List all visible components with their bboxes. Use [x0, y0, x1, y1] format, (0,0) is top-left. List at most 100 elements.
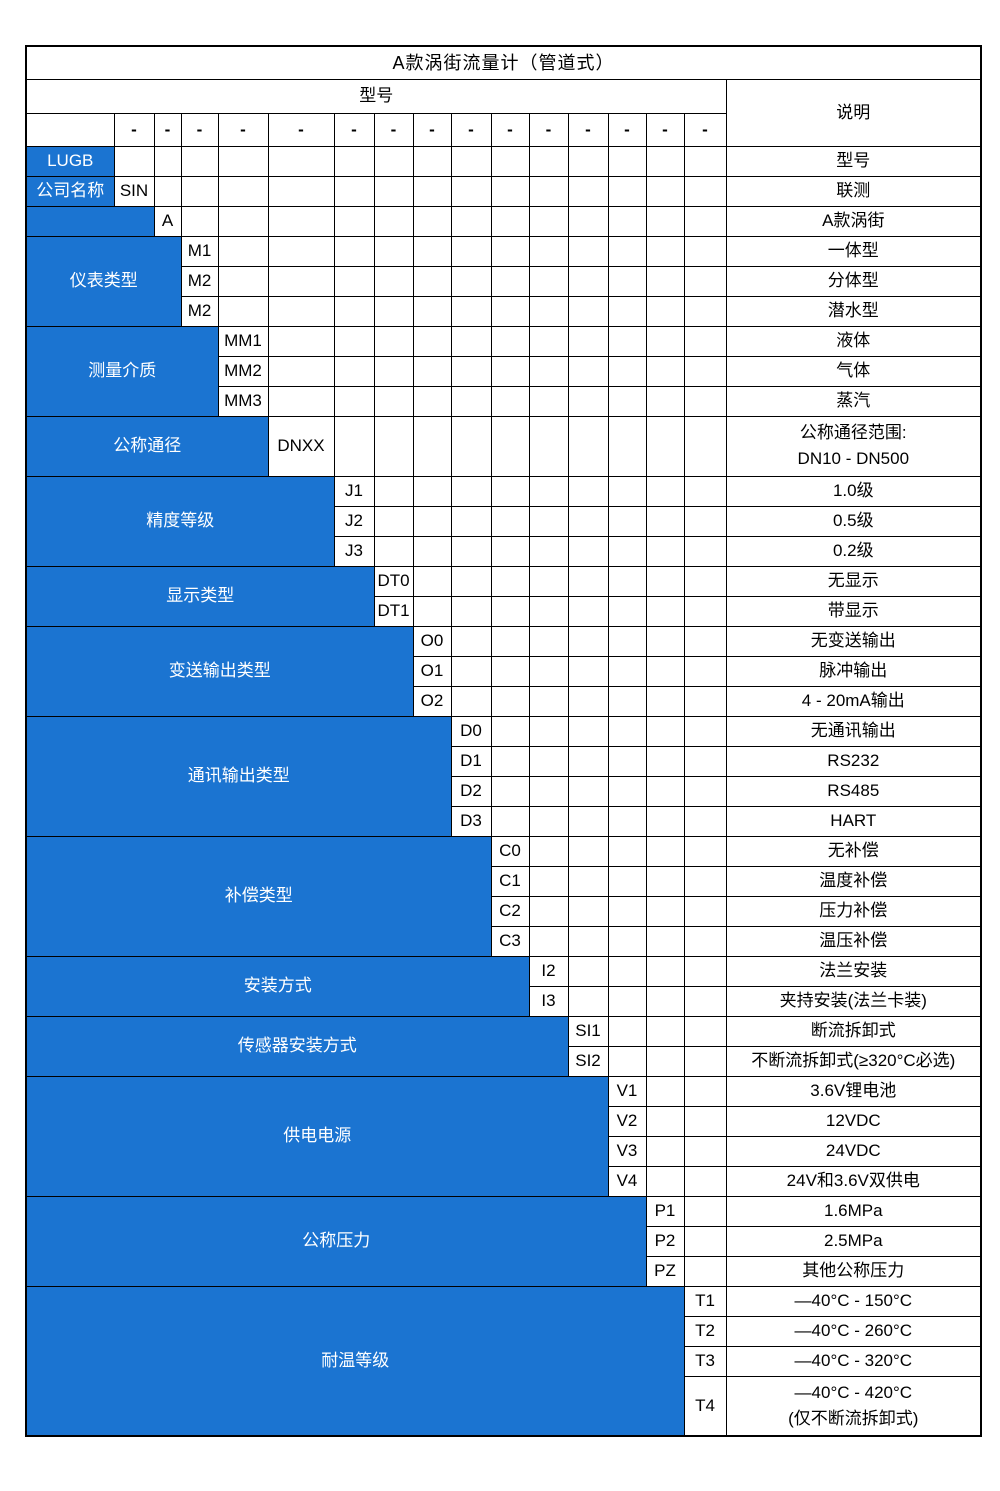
empty-cell [113, 145, 155, 177]
empty-cell [683, 595, 727, 627]
empty-cell [683, 205, 727, 237]
empty-cell [450, 145, 492, 177]
dash-separator: - [645, 112, 685, 147]
company-name-label: 公司名称 [25, 175, 115, 207]
empty-cell [607, 865, 647, 897]
row-p1: 公称压力 P1 1.6MPa [25, 1195, 982, 1287]
code-cell: D3 [450, 805, 492, 837]
empty-cell [607, 475, 647, 507]
row-t4: T4 —40°C - 420°C (仅不断流拆卸式) [26, 1375, 982, 1437]
empty-cell [528, 475, 569, 507]
empty-cell [528, 655, 569, 687]
empty-cell [528, 835, 569, 867]
code-cell: T2 [683, 1315, 727, 1347]
empty-cell [607, 715, 647, 747]
row-v3: V3 24VDC [26, 1135, 982, 1167]
empty-cell [217, 295, 269, 327]
empty-cell [683, 385, 727, 417]
desc-cell: —40°C - 150°C [725, 1285, 982, 1317]
empty-cell [528, 925, 569, 957]
empty-cell [267, 355, 335, 387]
empty-cell [607, 295, 647, 327]
empty-cell [683, 505, 727, 537]
empty-cell [153, 175, 182, 207]
empty-cell [450, 655, 492, 687]
dash-separator: - [373, 112, 414, 147]
empty-cell [490, 475, 530, 507]
code-cell: M2 [180, 295, 219, 327]
empty-cell [373, 145, 414, 177]
empty-cell [450, 235, 492, 267]
code-a: A [153, 205, 182, 237]
code-cell: D2 [450, 775, 492, 807]
empty-cell [645, 1075, 685, 1107]
desc-cell: 潜水型 [725, 295, 982, 327]
empty-cell [373, 235, 414, 267]
desc-cell: 24V和3.6V双供电 [725, 1165, 982, 1197]
code-cell: C0 [490, 835, 530, 867]
empty-cell [645, 625, 685, 657]
empty-cell [645, 775, 685, 807]
row-d2: D2 RS485 [26, 775, 982, 807]
sensor-installation-label: 传感器安装方式 [25, 1015, 569, 1077]
empty-cell [528, 325, 569, 357]
empty-cell [683, 625, 727, 657]
diameter-label: 公称通径 [25, 415, 269, 477]
empty-cell [412, 355, 452, 387]
code-cell: O0 [412, 625, 452, 657]
desc-cell: RS232 [725, 745, 982, 777]
desc-cell: —40°C - 320°C [725, 1345, 982, 1377]
empty-cell [450, 175, 492, 207]
code-cell: J3 [333, 535, 375, 567]
empty-cell [607, 175, 647, 207]
row-d3: D3 HART [26, 805, 982, 837]
empty-cell [645, 865, 685, 897]
empty-cell [267, 235, 335, 267]
empty-cell [567, 655, 609, 687]
empty-cell [490, 295, 530, 327]
dash-separator: - [683, 112, 727, 147]
row-m2b: M2 潜水型 [26, 295, 982, 327]
empty-cell [528, 505, 569, 537]
empty-cell [528, 625, 569, 657]
empty-cell [645, 1015, 685, 1047]
empty-cell [567, 775, 609, 807]
empty-cell [607, 595, 647, 627]
empty-cell [373, 475, 414, 507]
empty-cell [567, 415, 609, 477]
row-t2: T2 —40°C - 260°C [26, 1315, 982, 1347]
empty-cell [490, 625, 530, 657]
empty-cell [567, 595, 609, 627]
empty-cell [490, 265, 530, 297]
empty-cell [450, 205, 492, 237]
code-cell: C2 [490, 895, 530, 927]
row-m2: M2 分体型 [26, 265, 982, 297]
empty-cell [683, 1255, 727, 1287]
empty-cell [683, 655, 727, 687]
empty-cell [528, 205, 569, 237]
empty-cell [683, 535, 727, 567]
empty-cell [683, 1105, 727, 1137]
desc-cell: 断流拆卸式 [725, 1015, 982, 1047]
empty-cell [490, 745, 530, 777]
desc-cell: 温压补偿 [725, 925, 982, 957]
empty-cell [683, 1135, 727, 1167]
empty-cell [567, 895, 609, 927]
empty-cell [645, 175, 685, 207]
empty-cell [412, 565, 452, 597]
empty-cell [645, 1135, 685, 1167]
desc-cell: —40°C - 260°C [725, 1315, 982, 1347]
empty-cell [267, 145, 335, 177]
desc-cell: —40°C - 420°C (仅不断流拆卸式) [725, 1375, 982, 1437]
empty-cell [567, 685, 609, 717]
empty-cell [567, 265, 609, 297]
empty-cell [490, 235, 530, 267]
code-cell: MM2 [217, 355, 269, 387]
empty-cell [645, 325, 685, 357]
empty-cell [645, 925, 685, 957]
desc-cell: 无补偿 [725, 835, 982, 867]
empty-cell [333, 175, 375, 207]
empty-cell [683, 1165, 727, 1197]
empty-cell [450, 565, 492, 597]
desc-cell: 带显示 [725, 595, 982, 627]
